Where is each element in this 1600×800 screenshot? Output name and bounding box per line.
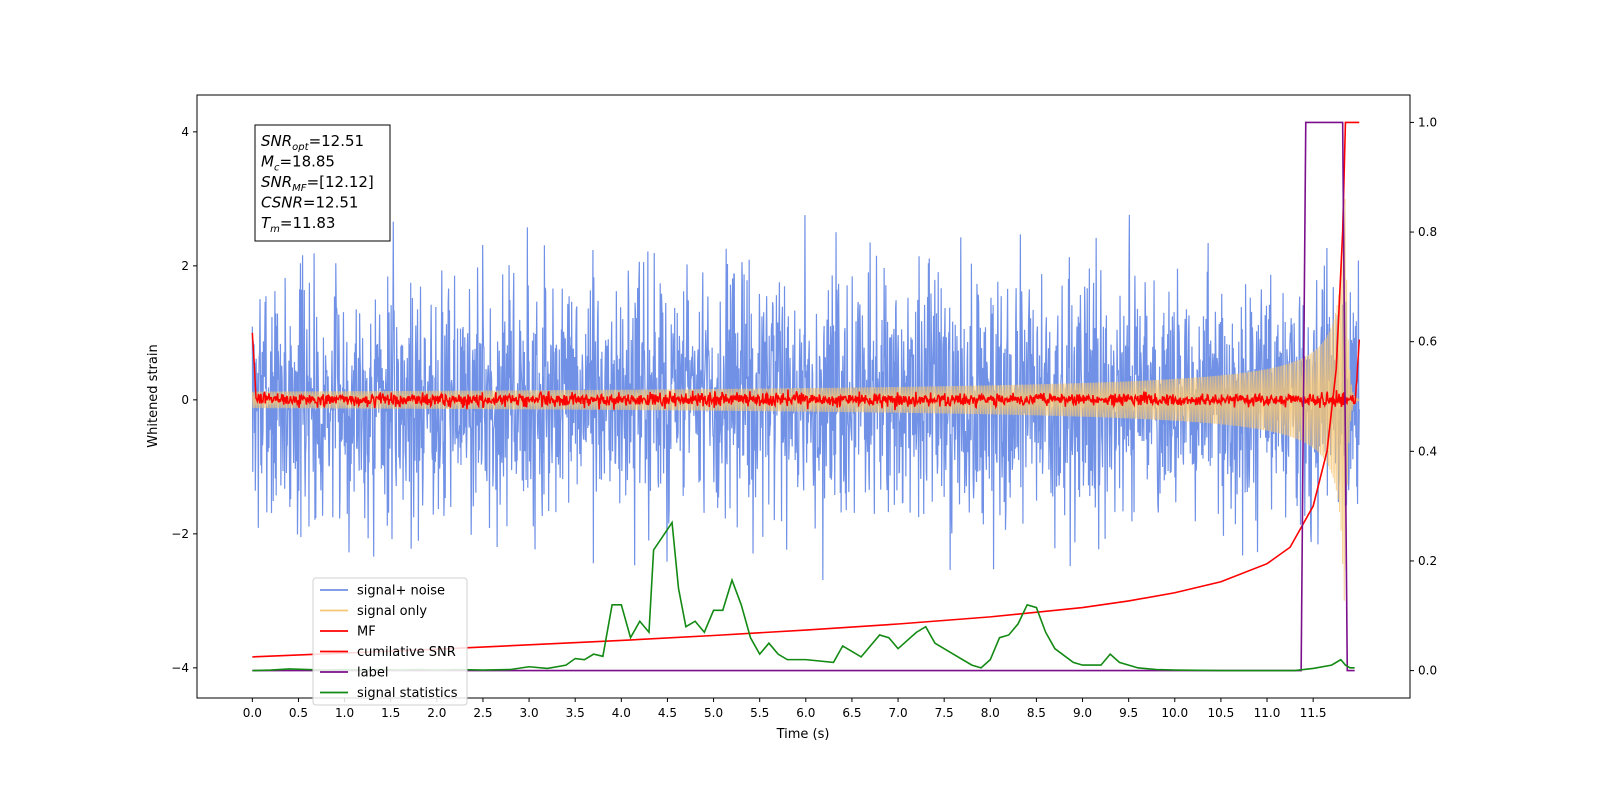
x-tick-label: 1.5	[381, 706, 400, 720]
x-tick-label: 2.0	[427, 706, 446, 720]
x-tick-label: 4.5	[658, 706, 677, 720]
legend-label-signal-statistics: signal statistics	[357, 686, 458, 701]
x-tick-label: 9.0	[1073, 706, 1092, 720]
y-axis-right-ticks: 0.0 0.2 0.4 0.6 0.8 1.0	[1410, 115, 1437, 678]
y-tick-label: 0	[181, 393, 189, 407]
series-layer	[251, 121, 1361, 672]
series-signal-noise-line	[251, 214, 1360, 580]
series-label-line	[252, 121, 1355, 672]
x-tick-label: 2.5	[473, 706, 492, 720]
x-axis-label: Time (s)	[776, 727, 830, 742]
x-tick-label: 6.0	[796, 706, 815, 720]
x-tick-label: 7.5	[935, 706, 954, 720]
legend: signal+ noise signal only MF cumilative SNR…	[312, 577, 468, 706]
series-mf-line	[251, 332, 1361, 411]
x-tick-label: 0.5	[289, 706, 308, 720]
x-tick-label: 1.0	[335, 706, 354, 720]
series-cumilative-snr-line	[252, 121, 1360, 658]
x-tick-label: 7.0	[889, 706, 908, 720]
x-tick-label: 8.5	[1027, 706, 1046, 720]
legend-frame	[312, 577, 468, 706]
x-tick-label: 5.0	[704, 706, 723, 720]
x-tick-label: 5.5	[750, 706, 769, 720]
x-tick-label: 11.0	[1254, 706, 1281, 720]
x-tick-label: 10.5	[1208, 706, 1235, 720]
x-tick-label: 10.0	[1161, 706, 1188, 720]
y-tick-label: 4	[181, 125, 189, 139]
y-right-tick-label: 0.2	[1418, 554, 1437, 568]
plot-frame	[196, 94, 1411, 699]
y-tick-label: −4	[171, 661, 189, 675]
annotation-line: SNRMF=[12.12]	[261, 173, 374, 194]
legend-label-label: label	[357, 666, 388, 681]
y-tick-label: 2	[181, 259, 189, 273]
x-axis-ticks: 0.0 0.5 1.0 1.5 2.0 2.5 3.0 3.5 4.0 4.5 5.0 5.5 6.0 6…	[243, 698, 1327, 720]
x-tick-label: 11.5	[1300, 706, 1327, 720]
x-tick-label: 4.0	[612, 706, 631, 720]
legend-label-mf: MF	[357, 625, 376, 640]
annotation-line: SNRopt=12.51	[261, 132, 364, 153]
x-tick-label: 3.0	[520, 706, 539, 720]
y-right-tick-label: 0.0	[1418, 664, 1437, 678]
annotation-line: Tm=11.83	[261, 214, 335, 235]
series-signal-only-line	[251, 198, 1360, 601]
y-axis-left-ticks: −4 −2 0 2 4	[171, 125, 197, 675]
annotation-line: CSNR=12.51	[261, 194, 358, 212]
x-tick-label: 6.5	[842, 706, 861, 720]
y-axis-label: Whitened strain	[146, 344, 161, 447]
series-signal-statistics-line	[252, 520, 1355, 672]
annotation-line: Mc=18.85	[261, 153, 335, 174]
x-tick-label: 8.0	[981, 706, 1000, 720]
annotation-box: SNRopt=12.51Mc=18.85SNRMF=[12.12]CSNR=12…	[254, 124, 391, 242]
x-tick-label: 0.0	[243, 706, 262, 720]
legend-label-cumilative-snr: cumilative SNR	[357, 645, 456, 660]
y-right-tick-label: 0.8	[1418, 225, 1437, 239]
y-right-tick-label: 1.0	[1418, 115, 1437, 129]
y-tick-label: −2	[171, 527, 189, 541]
x-tick-label: 9.5	[1119, 706, 1138, 720]
legend-label-signal-noise: signal+ noise	[357, 584, 445, 599]
y-right-tick-label: 0.6	[1418, 335, 1437, 349]
x-tick-label: 3.5	[566, 706, 585, 720]
y-right-tick-label: 0.4	[1418, 444, 1437, 458]
annotation-box-frame	[254, 124, 391, 242]
legend-label-signal-only: signal only	[357, 604, 427, 619]
